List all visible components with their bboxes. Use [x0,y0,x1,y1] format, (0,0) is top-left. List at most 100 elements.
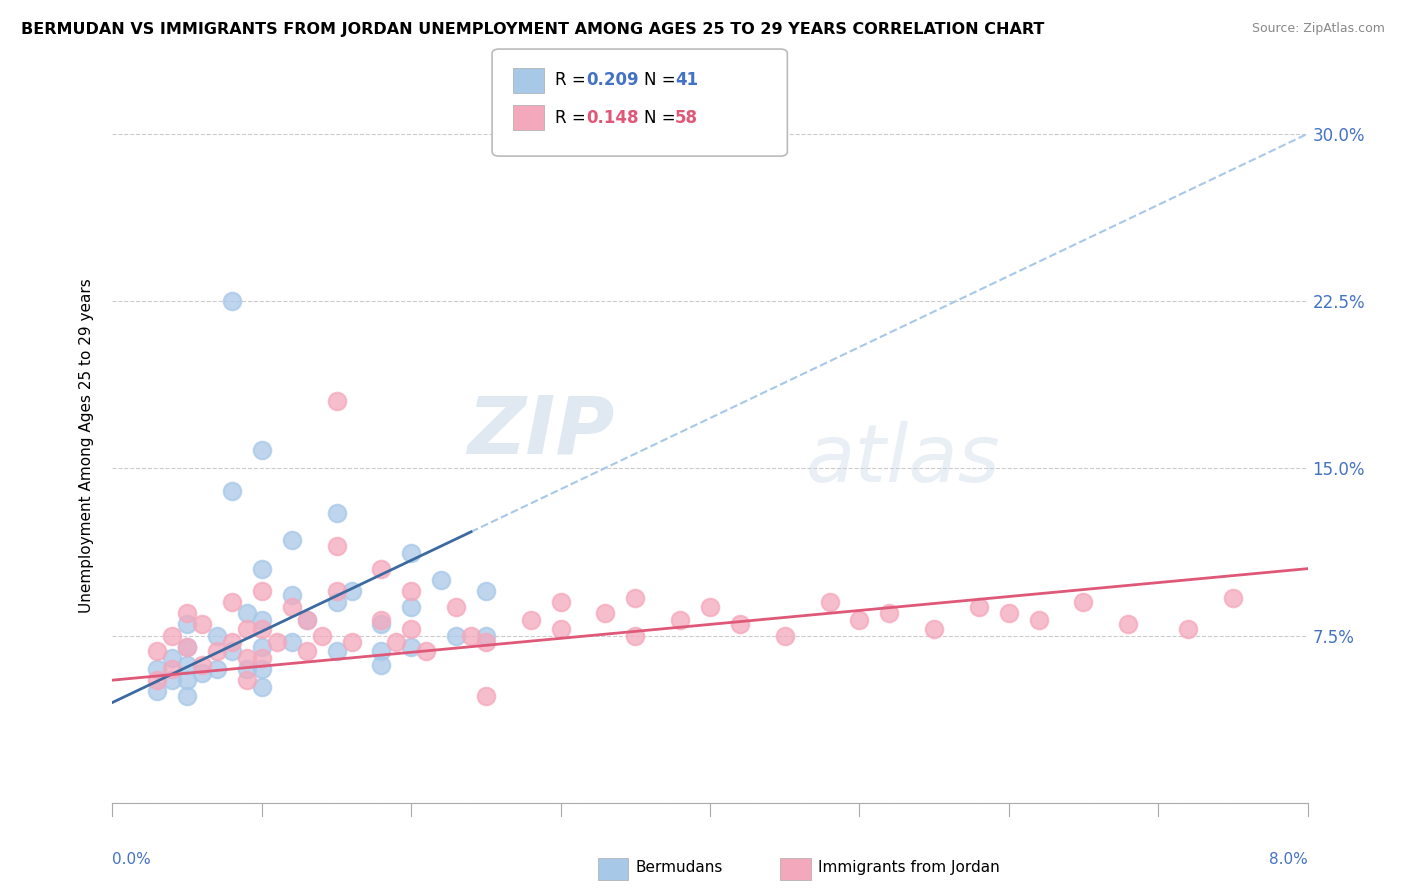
Point [236,662,259,676]
Point [250,443,273,458]
Point [250,640,273,654]
Point [370,562,392,576]
Point [250,622,273,636]
Text: ZIP: ZIP [467,392,614,471]
Point [221,595,243,609]
Point [146,673,169,687]
Point [176,640,198,654]
Point [295,613,318,627]
Text: 8.0%: 8.0% [1268,852,1308,867]
Text: N =: N = [644,109,681,127]
Point [281,599,304,614]
Point [475,635,498,649]
Point [236,607,259,621]
Text: Source: ZipAtlas.com: Source: ZipAtlas.com [1251,22,1385,36]
Point [1118,617,1140,632]
Point [773,628,796,642]
Point [325,394,347,409]
Point [967,599,990,614]
Point [699,599,721,614]
Point [444,628,467,642]
Y-axis label: Unemployment Among Ages 25 to 29 years: Unemployment Among Ages 25 to 29 years [79,278,94,614]
Point [176,689,198,703]
Point [370,613,392,627]
Point [922,622,945,636]
Text: R =: R = [555,109,592,127]
Point [669,613,692,627]
Point [385,635,408,649]
Point [162,651,183,665]
Point [444,599,467,614]
Point [205,662,228,676]
Point [595,607,617,621]
Point [1177,622,1199,636]
Point [475,628,498,642]
Point [250,651,273,665]
Point [340,583,363,598]
Point [475,583,498,598]
Point [281,533,304,547]
Point [624,591,647,605]
Text: R =: R = [555,71,592,89]
Point [266,635,288,649]
Point [848,613,870,627]
Point [550,622,572,636]
Point [176,640,198,654]
Point [401,546,423,560]
Point [520,613,543,627]
Point [370,617,392,632]
Point [877,607,901,621]
Point [250,662,273,676]
Point [401,599,423,614]
Point [221,483,243,498]
Point [401,622,423,636]
Point [311,628,333,642]
Point [281,635,304,649]
Point [415,644,437,658]
Point [221,293,243,308]
Point [250,562,273,576]
Point [325,583,347,598]
Point [325,644,347,658]
Text: atlas: atlas [806,421,1001,500]
Point [205,628,228,642]
Text: 41: 41 [675,71,697,89]
Text: N =: N = [644,71,681,89]
Text: 58: 58 [675,109,697,127]
Text: 0.209: 0.209 [586,71,638,89]
Point [250,583,273,598]
Point [162,628,183,642]
Point [221,644,243,658]
Point [340,635,363,649]
Point [146,684,169,698]
Point [998,607,1021,621]
Point [401,640,423,654]
Text: Immigrants from Jordan: Immigrants from Jordan [818,860,1000,874]
Point [176,617,198,632]
Point [162,662,183,676]
Point [430,573,453,587]
Point [325,595,347,609]
Point [236,673,259,687]
Point [401,583,423,598]
Point [624,628,647,642]
Point [146,662,169,676]
Point [728,617,751,632]
Point [236,651,259,665]
Point [370,644,392,658]
Point [162,673,183,687]
Point [460,628,482,642]
Point [1028,613,1050,627]
Text: Bermudans: Bermudans [636,860,723,874]
Text: 0.0%: 0.0% [112,852,152,867]
Point [176,607,198,621]
Point [250,613,273,627]
Point [176,657,198,672]
Point [325,506,347,520]
Text: BERMUDAN VS IMMIGRANTS FROM JORDAN UNEMPLOYMENT AMONG AGES 25 TO 29 YEARS CORREL: BERMUDAN VS IMMIGRANTS FROM JORDAN UNEMP… [21,22,1045,37]
Point [205,644,228,658]
Point [281,589,304,603]
Point [191,617,214,632]
Point [370,657,392,672]
Point [236,622,259,636]
